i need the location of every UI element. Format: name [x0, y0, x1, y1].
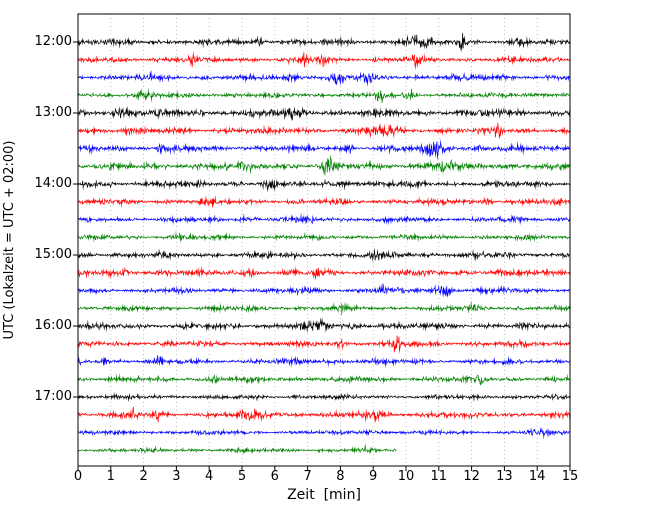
x-tick-label: 2 [139, 469, 148, 484]
x-axis-title: Zeit [min] [287, 487, 361, 503]
x-tick-label: 4 [205, 469, 214, 484]
x-tick-label: 14 [528, 469, 546, 484]
y-tick-label: 12:00 [34, 34, 72, 49]
x-tick-label: 8 [336, 469, 345, 484]
x-tick-label: 12 [463, 469, 480, 484]
x-tick-label: 10 [397, 469, 415, 484]
x-tick-label: 3 [172, 469, 181, 484]
y-tick-label: 17:00 [34, 389, 72, 404]
x-tick-label: 6 [270, 469, 279, 484]
x-tick-label: 0 [73, 469, 83, 484]
x-tick-label: 5 [237, 469, 247, 484]
x-tick-label: 9 [369, 469, 378, 484]
y-tick-label: 14:00 [34, 176, 72, 191]
y-axis-title: UTC (Lokalzeit = UTC + 02:00) [2, 140, 17, 340]
y-tick-label: 16:00 [34, 318, 72, 333]
x-tick-label: 11 [430, 469, 448, 484]
y-tick-label: 13:00 [34, 105, 72, 120]
x-tick-label: 15 [561, 469, 579, 484]
x-tick-label: 7 [303, 469, 312, 484]
x-tick-label: 1 [106, 469, 115, 484]
y-tick-label: 15:00 [34, 247, 72, 262]
x-tick-label: 13 [496, 469, 513, 484]
